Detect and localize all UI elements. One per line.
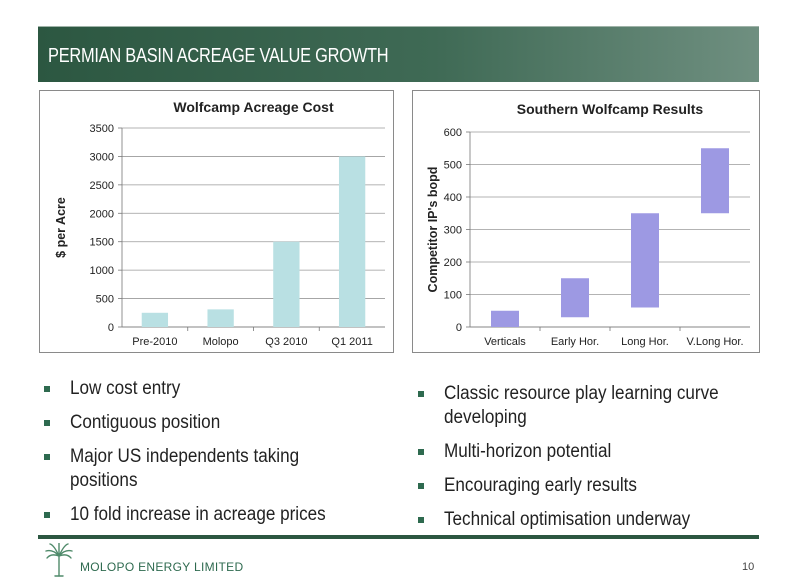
- list-item: Contiguous position: [44, 411, 394, 435]
- palm-tree-icon: [45, 543, 73, 577]
- bar-pre-2010: [141, 312, 169, 327]
- x-tick-label: Verticals: [484, 336, 526, 348]
- x-tick-label: Long Hor.: [621, 336, 669, 348]
- bullet-square-icon: [418, 391, 424, 397]
- chart-title: Wolfcamp Acreage Cost: [173, 99, 334, 115]
- list-item: Low cost entry: [44, 377, 394, 401]
- bullet-square-icon: [418, 517, 424, 523]
- page-number: 10: [742, 561, 755, 573]
- x-tick-label: Q3 2010: [265, 336, 307, 348]
- y-tick-label: 200: [444, 257, 462, 269]
- y-tick-label: 0: [108, 322, 114, 334]
- y-tick-label: 500: [444, 160, 462, 172]
- bullet-list-left: Low cost entry Contiguous position Major…: [44, 377, 394, 537]
- wolfcamp-results-chart-svg: Southern Wolfcamp Results Competitor IP's…: [426, 101, 750, 348]
- list-item: Multi-horizon potential: [418, 440, 758, 464]
- bar-verticals: [491, 310, 519, 327]
- bar-q1-2011: [338, 156, 366, 327]
- bullet-square-icon: [44, 420, 50, 426]
- bar-early-hor: [561, 278, 589, 318]
- list-item: 10 fold increase in acreage prices: [44, 503, 394, 527]
- y-axis-label: Competitor IP's bopd: [426, 167, 440, 293]
- company-name: MOLOPO ENERGY LIMITED: [80, 560, 244, 574]
- y-tick-label: 2500: [90, 180, 114, 192]
- bullet-square-icon: [418, 449, 424, 455]
- footer-divider: [38, 535, 759, 539]
- x-tick-label: Early Hor.: [551, 336, 599, 348]
- y-tick-label: 3000: [90, 151, 114, 163]
- page-title: PERMIAN BASIN ACREAGE VALUE GROWTH: [48, 45, 389, 67]
- x-tick-label: Pre-2010: [132, 336, 177, 348]
- y-tick-label: 300: [444, 225, 462, 237]
- x-tick-label: V.Long Hor.: [686, 336, 743, 348]
- list-item: Technical optimisation underway: [418, 508, 758, 532]
- bar-molopo: [207, 309, 234, 327]
- y-tick-label: 0: [456, 322, 462, 334]
- bar-q3-2010: [273, 241, 300, 327]
- bullet-square-icon: [418, 483, 424, 489]
- x-tick-label: Molopo: [203, 336, 239, 348]
- bar-v-long-hor: [701, 148, 729, 214]
- wolfcamp-results-chart: Southern Wolfcamp Results Competitor IP's…: [412, 90, 760, 353]
- x-tick-label: Q1 2011: [331, 336, 372, 348]
- y-tick-label: 2000: [90, 208, 114, 220]
- y-tick-label: 1500: [90, 237, 114, 249]
- acreage-cost-chart-svg: Wolfcamp Acreage Cost $ per Acre 0 500 1000 1…: [54, 99, 385, 348]
- list-item: Encouraging early results: [418, 474, 758, 498]
- y-tick-label: 100: [444, 290, 462, 302]
- y-tick-label: 600: [444, 127, 462, 139]
- title-bar: PERMIAN BASIN ACREAGE VALUE GROWTH: [38, 26, 759, 82]
- y-axis-label: $ per Acre: [54, 197, 68, 258]
- bullet-list-right: Classic resource play learning curve dev…: [418, 382, 758, 542]
- list-item: Classic resource play learning curve dev…: [418, 382, 758, 430]
- bar-long-hor: [631, 213, 659, 308]
- y-tick-label: 500: [96, 294, 114, 306]
- bullet-square-icon: [44, 512, 50, 518]
- bullet-square-icon: [44, 454, 50, 460]
- acreage-cost-chart: Wolfcamp Acreage Cost $ per Acre 0 500 1000 1…: [39, 90, 394, 353]
- y-tick-label: 1000: [90, 265, 114, 277]
- bullet-square-icon: [44, 386, 50, 392]
- list-item: Major US independents taking positions: [44, 445, 394, 493]
- chart-title: Southern Wolfcamp Results: [517, 101, 704, 117]
- y-tick-label: 3500: [90, 123, 114, 135]
- y-tick-label: 400: [444, 192, 462, 204]
